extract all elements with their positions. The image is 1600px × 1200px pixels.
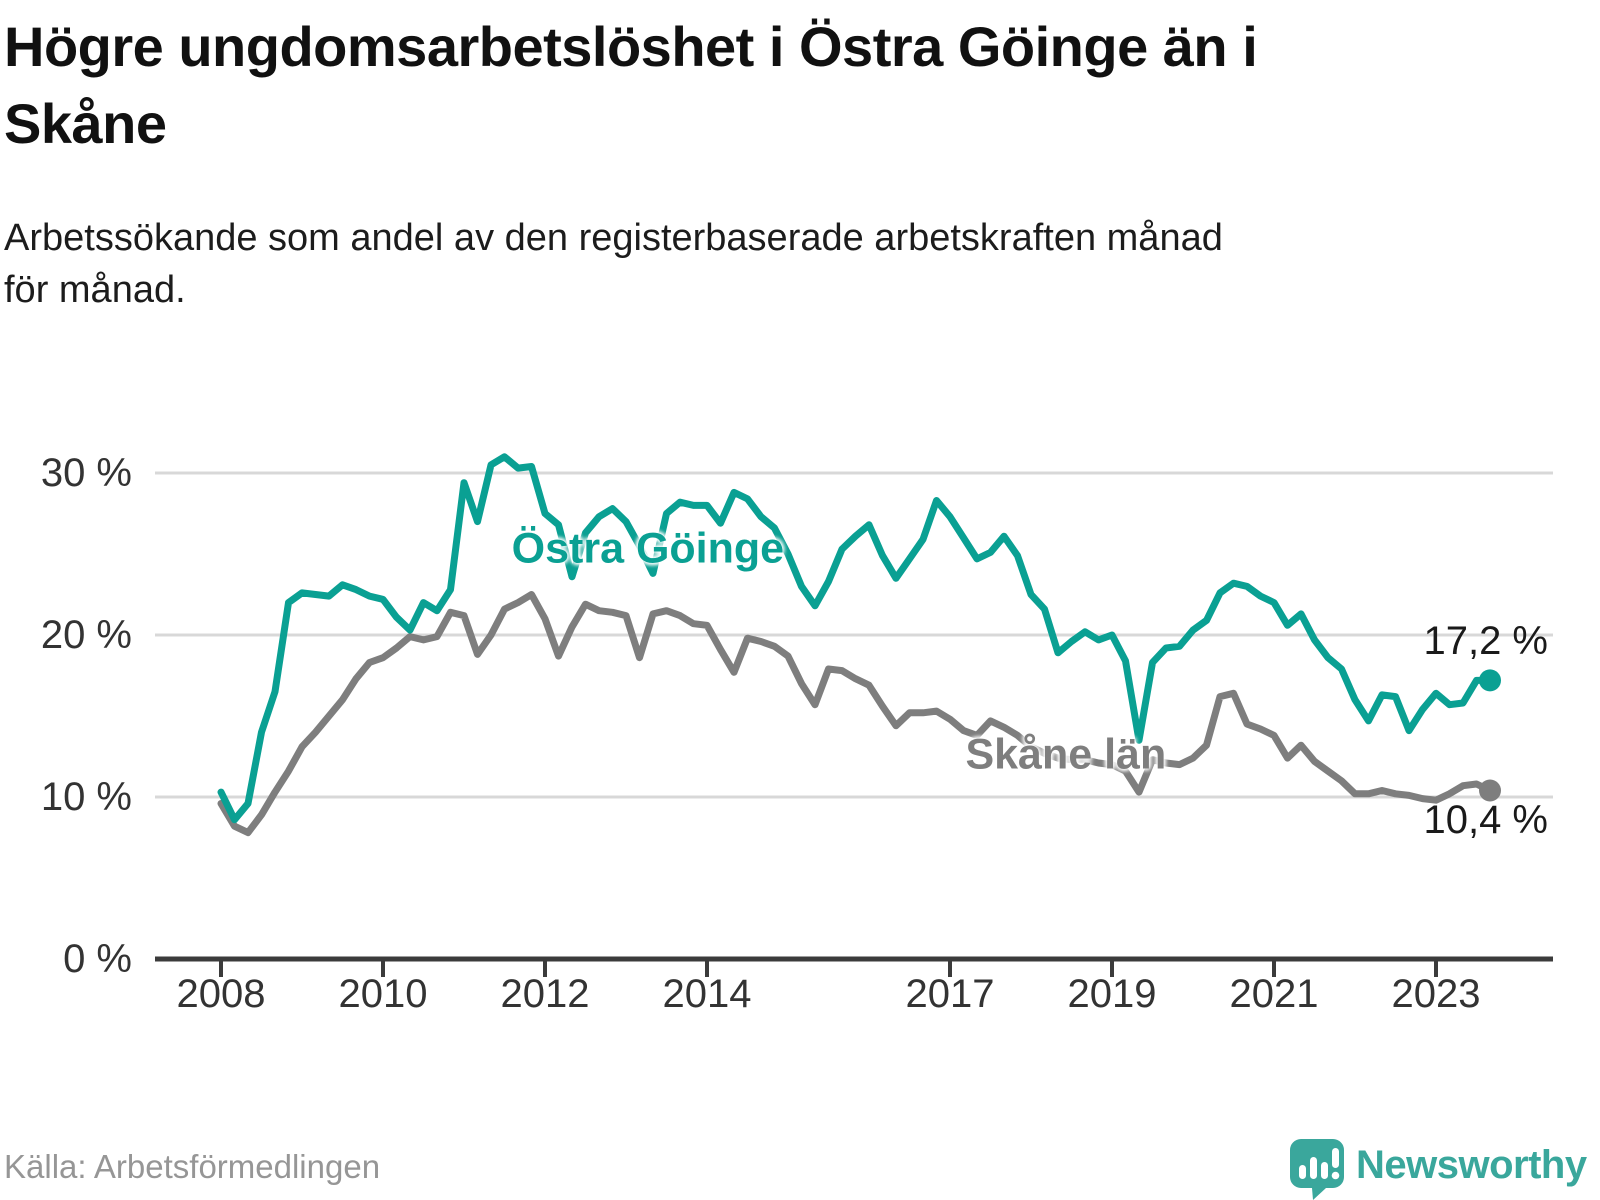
subtitle-line-1: Arbetssökande som andel av den registerb… [4, 217, 1223, 259]
x-tick-label-2012: 2012 [500, 972, 590, 1016]
x-tick-label-2019: 2019 [1067, 972, 1157, 1016]
y-tick-label-0: 0 % [63, 937, 132, 981]
title-line-1: Högre ungdomsarbetslöshet i Östra Göinge… [4, 15, 1258, 78]
newsworthy-logo-text: Newsworthy [1356, 1143, 1587, 1187]
y-tick-label-20: 20 % [40, 613, 132, 657]
y-tick-label-30: 30 % [40, 451, 132, 495]
chart-subtitle: Arbetssökande som andel av den registerb… [4, 212, 1574, 316]
x-tick-label-2008: 2008 [176, 972, 266, 1016]
series-label-skane-lan: Skåne län [965, 730, 1167, 779]
end-value-label-ostra-goinge: 17,2 % [1423, 619, 1548, 664]
x-tick-label-2010: 2010 [338, 972, 428, 1016]
x-tick-label-2023: 2023 [1391, 972, 1481, 1016]
title-line-2: Skåne [4, 92, 167, 156]
subtitle-line-2: för månad. [4, 269, 186, 312]
page-title: Högre ungdomsarbetslöshet i Östra Göinge… [4, 8, 1574, 163]
x-tick-label-2014: 2014 [662, 972, 752, 1016]
y-tick-label-10: 10 % [40, 775, 132, 819]
x-tick-label-2017: 2017 [905, 972, 995, 1016]
series-label-ostra-goinge: Östra Göinge [511, 524, 785, 573]
source-note: Källa: Arbetsförmedlingen [4, 1148, 381, 1185]
x-tick-label-2021: 2021 [1229, 972, 1319, 1016]
end-value-label-skane-lan: 10,4 % [1423, 797, 1548, 842]
